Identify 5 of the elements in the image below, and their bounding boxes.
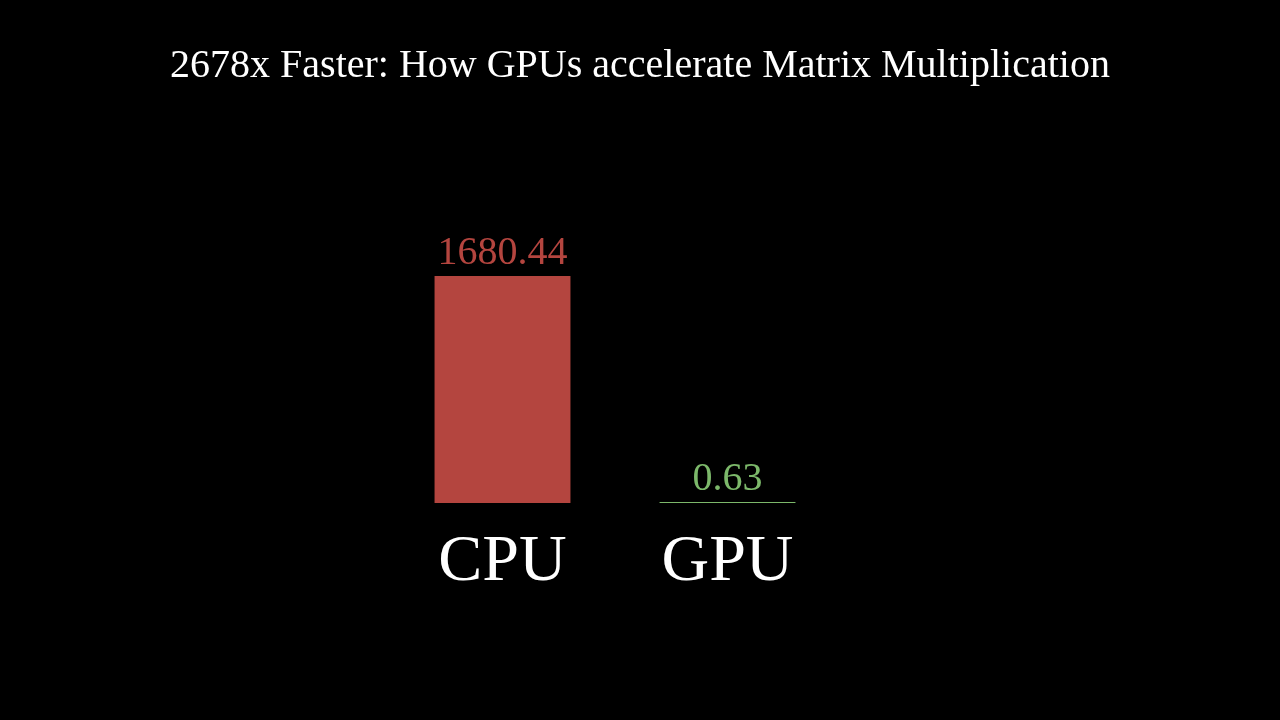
x-tick-label: GPU xyxy=(661,521,794,594)
chart-title: 2678x Faster: How GPUs accelerate Matrix Multiplication xyxy=(170,41,1110,86)
data-label: 1680.44 xyxy=(437,228,568,273)
x-tick-label: CPU xyxy=(438,521,567,594)
data-label: 0.63 xyxy=(692,454,763,499)
